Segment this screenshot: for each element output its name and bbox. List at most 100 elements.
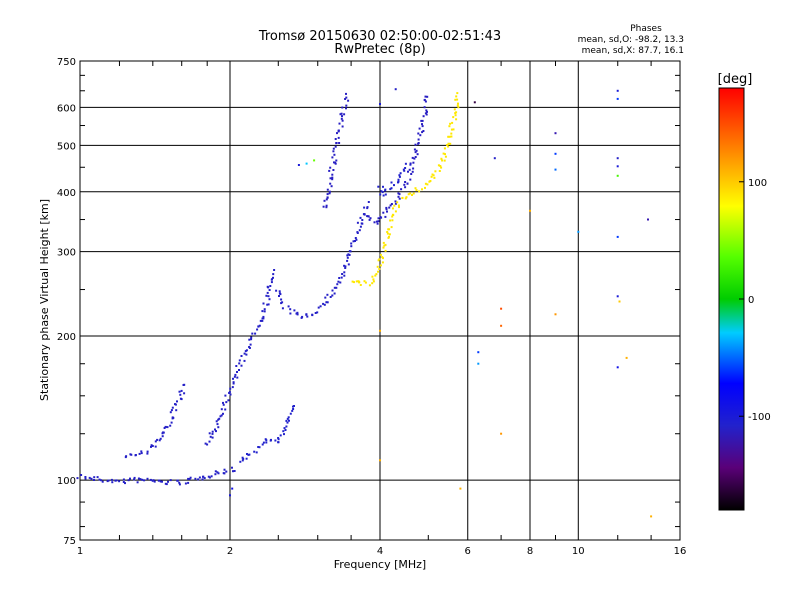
data-point <box>250 336 253 339</box>
data-point <box>231 487 234 490</box>
data-point <box>184 482 187 485</box>
data-point <box>367 215 370 218</box>
data-point <box>272 276 274 279</box>
data-point <box>201 478 204 481</box>
data-point <box>343 113 346 116</box>
y-tick-label: 200 <box>57 332 76 343</box>
data-point <box>295 312 298 315</box>
data-point <box>150 444 153 447</box>
data-point <box>277 437 280 439</box>
data-point <box>158 479 161 482</box>
data-point <box>345 96 348 99</box>
data-point <box>159 437 162 440</box>
data-point <box>361 222 364 225</box>
data-point <box>136 481 139 484</box>
data-point <box>332 169 335 171</box>
data-point <box>421 131 424 134</box>
data-point <box>411 156 414 159</box>
data-point <box>258 446 261 449</box>
data-point <box>381 191 384 194</box>
data-point <box>335 286 338 289</box>
data-point <box>338 142 341 144</box>
data-point <box>336 132 338 135</box>
data-point <box>154 445 157 448</box>
data-point <box>454 98 457 101</box>
data-point <box>353 281 355 284</box>
data-point <box>417 132 420 135</box>
data-point <box>358 229 361 232</box>
data-point <box>384 193 387 196</box>
minor-ticks <box>80 61 680 540</box>
data-point <box>178 481 181 484</box>
data-point <box>408 168 411 171</box>
data-point <box>326 188 329 191</box>
data-point <box>366 206 369 209</box>
data-point <box>441 159 444 162</box>
data-point <box>374 274 377 277</box>
x-tick-label: 1 <box>77 546 83 557</box>
data-point <box>411 194 413 196</box>
data-point <box>267 286 270 289</box>
data-point <box>287 416 290 419</box>
data-point <box>425 109 428 112</box>
data-point <box>176 400 178 403</box>
data-point <box>447 135 450 138</box>
y-axis-label: Stationary phase Virtual Height [km] <box>38 199 51 401</box>
data-point <box>174 403 177 406</box>
data-point <box>379 216 382 218</box>
data-point <box>361 219 364 221</box>
data-point <box>452 116 455 119</box>
data-point <box>424 186 426 189</box>
data-point <box>451 121 454 124</box>
data-point <box>265 294 268 297</box>
x-tick-label: 4 <box>377 546 383 557</box>
data-point <box>348 250 351 253</box>
data-point <box>417 142 420 145</box>
data-point <box>247 453 250 456</box>
data-point <box>262 441 265 444</box>
data-point <box>377 185 380 188</box>
data-point <box>233 375 236 378</box>
chart-subtitle: RwPretec (8p) <box>334 42 425 57</box>
data-point <box>289 412 292 415</box>
data-point <box>322 205 325 208</box>
data-point <box>341 125 344 128</box>
data-point <box>331 289 334 292</box>
data-point <box>139 478 142 481</box>
data-point <box>279 293 282 296</box>
data-point <box>210 475 213 478</box>
data-point <box>397 192 400 195</box>
data-point <box>232 382 235 385</box>
data-point <box>161 480 163 483</box>
data-point <box>397 178 400 181</box>
data-point <box>405 196 408 199</box>
data-point <box>334 162 337 165</box>
data-point <box>382 246 385 249</box>
data-point <box>500 307 503 310</box>
x-tick-label: 10 <box>572 546 585 557</box>
data-point <box>214 428 216 431</box>
data-point <box>335 159 338 162</box>
data-point <box>333 161 335 164</box>
data-point <box>434 170 437 173</box>
data-point <box>289 312 292 315</box>
data-point <box>346 254 349 257</box>
data-point <box>382 185 384 188</box>
data-point <box>433 176 436 179</box>
data-point <box>390 187 393 190</box>
data-point <box>256 328 259 331</box>
data-point <box>418 190 421 193</box>
colorbar-ticks: 100 0 -100 <box>739 178 771 423</box>
data-point <box>341 115 343 118</box>
x-tick-label: 16 <box>674 546 687 557</box>
data-point <box>245 457 248 460</box>
data-point <box>493 157 496 160</box>
data-point <box>286 417 289 420</box>
data-point <box>412 192 415 195</box>
data-point <box>167 480 169 483</box>
data-point <box>341 273 344 275</box>
data-point <box>262 317 265 320</box>
data-point <box>348 254 351 256</box>
data-point <box>272 273 275 276</box>
colorbar-tick-label: -100 <box>748 412 771 423</box>
